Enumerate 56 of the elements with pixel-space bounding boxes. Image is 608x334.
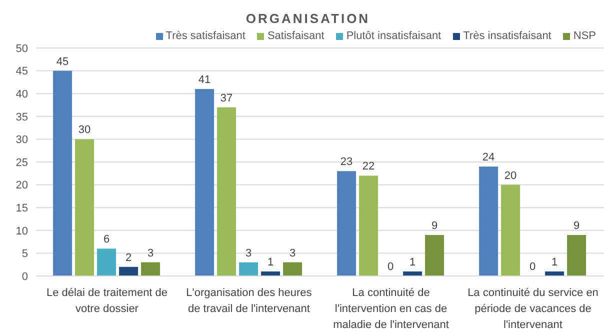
data-label: 30 xyxy=(78,124,91,136)
legend-label: NSP xyxy=(572,30,596,42)
data-label: 1 xyxy=(551,256,558,268)
chart-title: ORGANISATION xyxy=(244,10,372,28)
y-tick-label: 30 xyxy=(16,134,28,146)
data-label: 3 xyxy=(289,247,296,260)
bar xyxy=(195,89,214,276)
legend-label: Plutôt insatisfaisant xyxy=(345,30,442,42)
data-label: 1 xyxy=(409,256,416,268)
y-tick-label: 10 xyxy=(16,225,28,238)
y-tick-label: 0 xyxy=(22,270,28,283)
bar xyxy=(501,184,520,276)
x-tick-label: La continuité de l'intervention en cas de maladie de l'intervenant xyxy=(333,287,449,331)
data-label: 2 xyxy=(125,252,132,264)
data-label: 37 xyxy=(220,92,233,104)
data-label: 45 xyxy=(56,56,69,68)
data-label: 3 xyxy=(245,247,252,260)
x-tick-label: La continuité du service en période de vacances de l'intervenant xyxy=(468,287,598,331)
data-label: 6 xyxy=(103,234,110,246)
data-label: 41 xyxy=(198,74,211,86)
bar xyxy=(97,248,116,276)
bar xyxy=(75,139,94,276)
x-tick-label: L'organisation des heures de travail de l'intervenant xyxy=(186,287,312,315)
data-label: 23 xyxy=(340,156,353,168)
legend-label: Très insatisfaisant xyxy=(462,30,552,42)
y-tick-label: 20 xyxy=(16,180,28,192)
bar xyxy=(425,234,444,276)
data-label: 9 xyxy=(431,220,438,232)
y-tick-label: 15 xyxy=(16,202,28,215)
legend-label: Satisfaisant xyxy=(266,30,324,42)
data-label: 0 xyxy=(529,261,536,273)
bar xyxy=(53,70,72,276)
data-label: 1 xyxy=(267,256,274,268)
bar xyxy=(337,171,356,276)
y-tick-label: 5 xyxy=(22,248,28,260)
data-label: 20 xyxy=(504,170,517,182)
data-label: 22 xyxy=(362,160,375,173)
data-label: 9 xyxy=(573,220,580,232)
x-tick-label: Le délai de traitement de votre dossier xyxy=(46,287,168,315)
y-tick-label: 50 xyxy=(16,42,28,55)
bar xyxy=(141,262,160,276)
data-label: 3 xyxy=(147,247,154,260)
bar xyxy=(283,262,302,276)
data-label: 0 xyxy=(387,261,394,273)
bar xyxy=(239,262,258,276)
data-label: 24 xyxy=(482,152,495,164)
bar xyxy=(567,234,586,276)
y-tick-label: 25 xyxy=(16,156,28,169)
bar xyxy=(217,107,236,276)
y-tick-label: 35 xyxy=(16,111,28,124)
bar xyxy=(479,166,498,276)
y-tick-label: 40 xyxy=(16,88,28,101)
y-tick-label: 45 xyxy=(16,66,28,78)
legend-label: Très satisfaisant xyxy=(164,30,246,42)
bar xyxy=(359,176,378,276)
bar xyxy=(119,266,138,276)
